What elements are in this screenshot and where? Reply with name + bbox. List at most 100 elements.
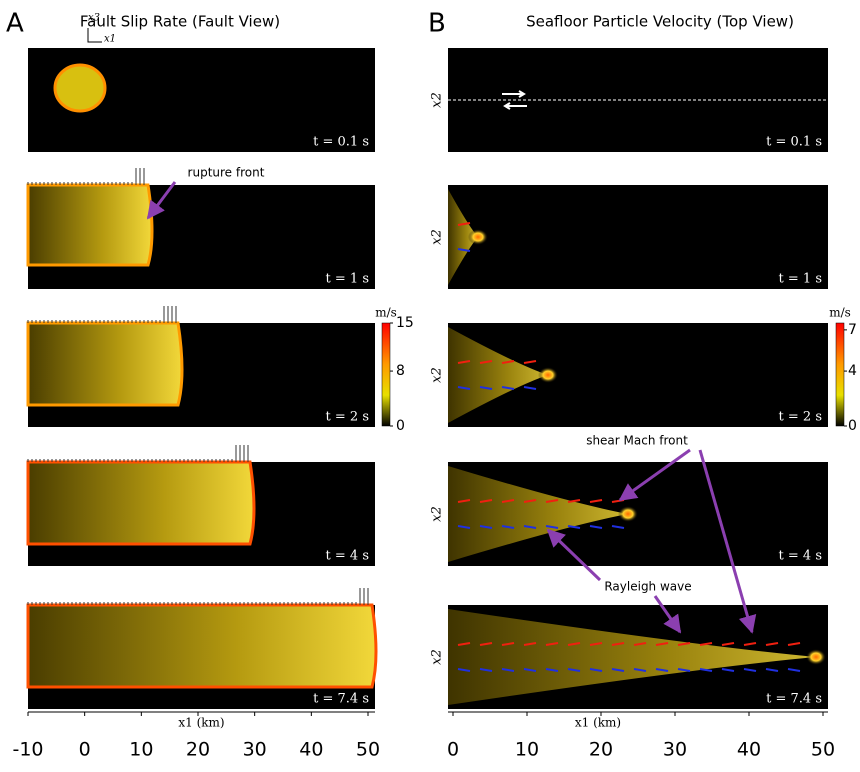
corner-axes-icon <box>87 28 102 43</box>
velocity-arrow <box>523 525 537 529</box>
wave-tip <box>538 367 558 383</box>
annotation-label: shear Mach front <box>586 434 688 448</box>
velocity-arrow <box>655 668 669 672</box>
slip-arrow <box>503 102 527 110</box>
rupture-region <box>26 603 378 689</box>
annotation-arrow <box>618 448 691 502</box>
velocity-arrow <box>457 668 471 672</box>
panel-title: Seafloor Particle Velocity (Top View) <box>526 13 794 31</box>
x-tick-label: 30 <box>243 739 267 761</box>
velocity-arrow <box>545 499 559 503</box>
velocity-arrow <box>479 499 493 503</box>
x-tick-label: 20 <box>186 739 210 761</box>
x-tick-label: 40 <box>299 739 323 761</box>
wave-cone <box>448 466 628 562</box>
rupture-region <box>26 460 256 546</box>
time-label: t = 2 s <box>779 410 822 425</box>
velocity-arrow <box>545 668 559 672</box>
velocity-arrow <box>501 642 515 646</box>
annotation-label: Rayleigh wave <box>604 580 691 594</box>
wave-tip <box>618 506 638 522</box>
corner-axis: x3 <box>88 13 100 24</box>
panel-letter: B <box>428 9 446 39</box>
velocity-arrow <box>765 642 779 646</box>
time-label: t = 4 s <box>779 549 822 564</box>
velocity-arrow <box>479 525 493 529</box>
annotation-arrow <box>546 528 602 582</box>
velocity-arrow <box>457 499 471 503</box>
wave-tip <box>806 649 826 665</box>
wave-cone <box>448 189 478 285</box>
velocity-arrow <box>457 642 471 646</box>
velocity-arrow <box>501 668 515 672</box>
corner-axis: x1 <box>104 34 116 45</box>
x-tick-label: 50 <box>356 739 380 761</box>
annotation-label: rupture front <box>188 166 265 180</box>
velocity-arrow <box>457 222 471 226</box>
x-tick-label: 10 <box>515 739 539 761</box>
time-label: t = 0.1 s <box>313 135 369 150</box>
x-tick-label: 40 <box>737 739 761 761</box>
x-tick-label: 0 <box>447 739 459 761</box>
velocity-arrow <box>567 499 581 503</box>
x-tick-label: 10 <box>129 739 153 761</box>
row-axis-label: x2 <box>430 92 445 108</box>
time-label: t = 4 s <box>326 549 369 564</box>
time-label: t = 7.4 s <box>313 692 369 707</box>
velocity-arrow <box>545 642 559 646</box>
slip-arrow <box>502 90 526 98</box>
velocity-arrow <box>479 360 493 364</box>
colorbar-tick-label: 7 <box>848 322 857 338</box>
velocity-arrow <box>611 525 625 529</box>
panel-title: Fault Slip Rate (Fault View) <box>80 13 280 31</box>
colorbar-tick-label: 0 <box>848 418 857 434</box>
velocity-arrow <box>655 642 669 646</box>
x-tick-label: -10 <box>12 739 43 761</box>
velocity-arrow <box>501 360 515 364</box>
x-axis-label: x1 (km) <box>178 716 224 730</box>
wave-tip <box>468 229 488 245</box>
velocity-arrow <box>501 525 515 529</box>
velocity-arrow <box>457 360 471 364</box>
colorbar-tick-label: 15 <box>396 315 414 331</box>
row-axis-label: x2 <box>430 506 445 522</box>
velocity-arrow <box>501 499 515 503</box>
panel-letter: A <box>6 9 24 39</box>
velocity-arrow <box>743 668 757 672</box>
velocity-arrow <box>567 642 581 646</box>
time-label: t = 0.1 s <box>766 135 822 150</box>
velocity-arrow <box>589 642 603 646</box>
colorbar-unit: m/s <box>375 306 397 320</box>
row-axis-label: x2 <box>430 367 445 383</box>
row-axis-label: x2 <box>430 229 445 245</box>
row-axis-label: x2 <box>430 649 445 665</box>
velocity-arrow <box>545 525 559 529</box>
x-tick-label: 30 <box>663 739 687 761</box>
rupture-patch <box>53 63 107 113</box>
rupture-region <box>26 321 184 407</box>
velocity-arrow <box>501 386 515 390</box>
velocity-arrow <box>523 642 537 646</box>
velocity-arrow <box>589 525 603 529</box>
x-tick-label: 0 <box>79 739 91 761</box>
velocity-arrow <box>633 668 647 672</box>
time-label: t = 2 s <box>326 410 369 425</box>
velocity-arrow <box>567 668 581 672</box>
time-label: t = 1 s <box>326 272 369 287</box>
velocity-arrow <box>523 499 537 503</box>
velocity-arrow <box>699 642 713 646</box>
colorbar <box>835 322 845 427</box>
velocity-arrow <box>523 360 537 364</box>
velocity-arrow <box>633 642 647 646</box>
velocity-arrow <box>457 386 471 390</box>
velocity-arrow <box>743 642 757 646</box>
velocity-arrow <box>721 668 735 672</box>
velocity-arrow <box>479 386 493 390</box>
colorbar-tick-label: 8 <box>396 363 405 379</box>
velocity-arrow <box>787 642 801 646</box>
colorbar-tick-label: 0 <box>396 418 405 434</box>
wave-cone <box>448 327 548 423</box>
colorbar-unit: m/s <box>829 306 851 320</box>
annotation-bg <box>582 432 692 450</box>
velocity-arrow <box>677 668 691 672</box>
